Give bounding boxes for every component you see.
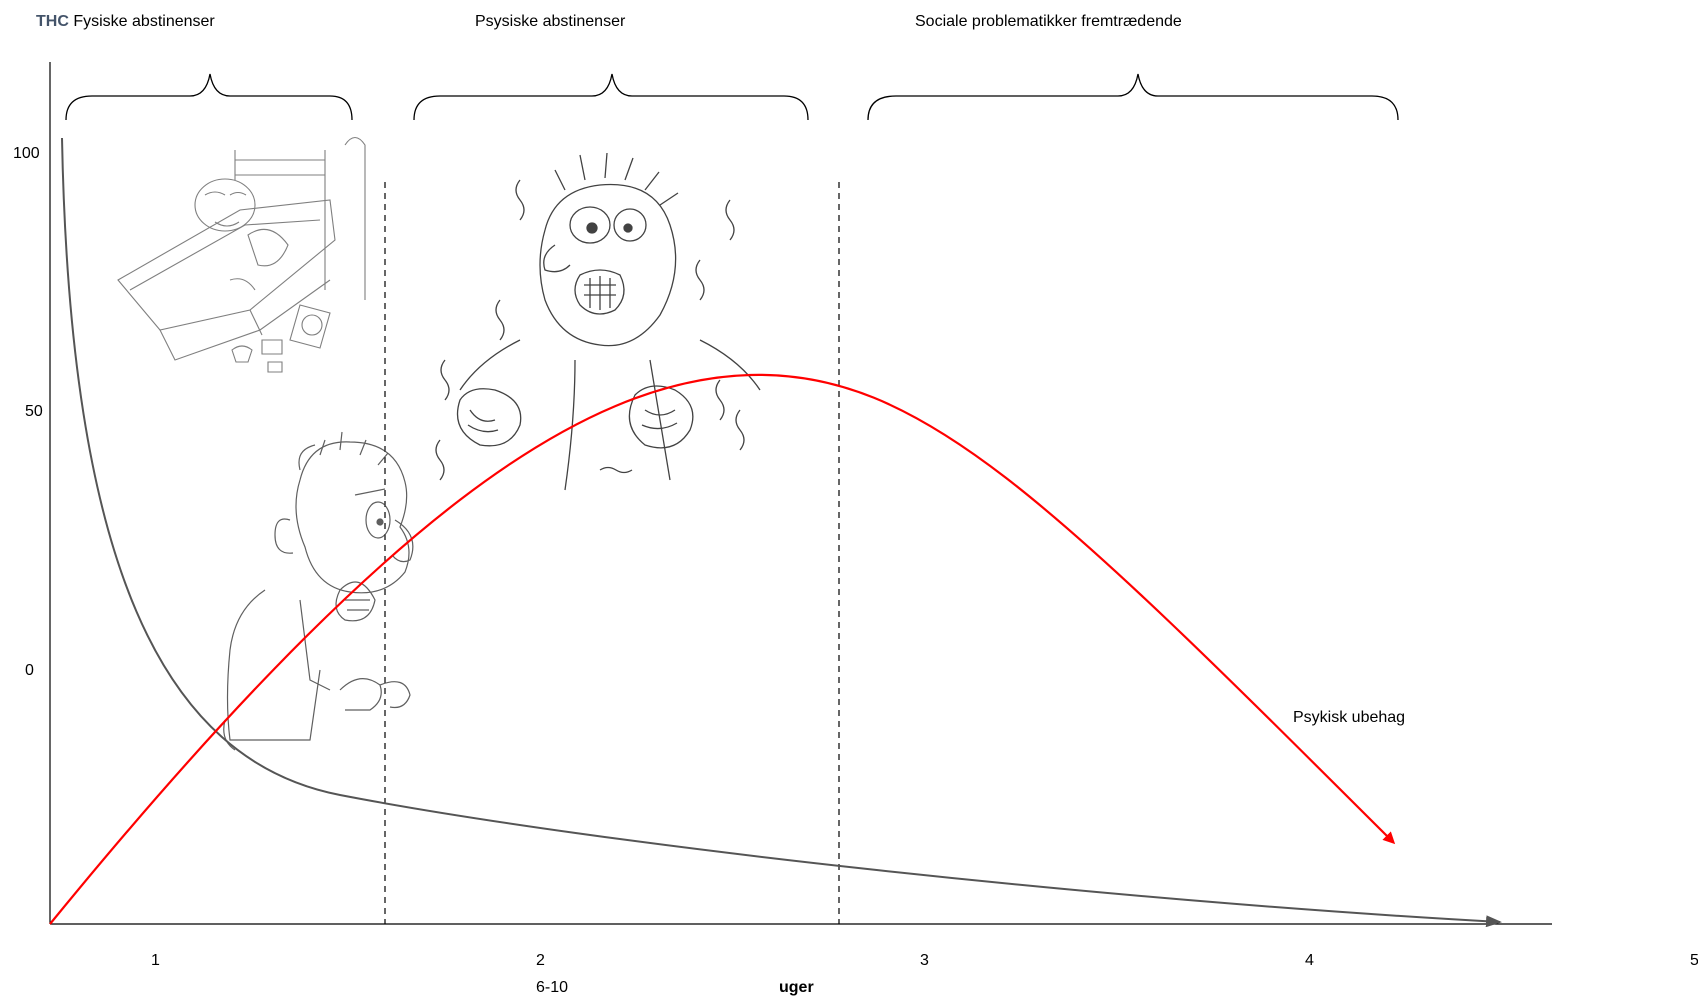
psychological-discomfort-curve xyxy=(49,373,1396,925)
physical-decay-curve xyxy=(61,137,1502,928)
phase-label-social: Sociale problematikker fremtrædende xyxy=(915,13,1182,30)
x-sub-label: 6-10 xyxy=(536,979,569,996)
brace-psychological xyxy=(413,73,809,121)
phase-label-psychological: Psysiske abstinenser xyxy=(475,13,626,30)
shaking-figure-illustration xyxy=(435,152,761,491)
red-curve-label: Psykisk ubehag xyxy=(1293,709,1406,726)
x-tick-3: 3 xyxy=(920,952,929,969)
brace-physical xyxy=(65,73,353,121)
header-labels: THC Fysiske abstinenser xyxy=(36,14,215,30)
x-tick-4: 4 xyxy=(1305,952,1314,969)
angry-man-illustration xyxy=(223,431,414,751)
sick-in-bed-illustration xyxy=(117,136,366,373)
brace-social xyxy=(867,73,1399,121)
x-tick-2: 2 xyxy=(536,952,545,969)
phase-label-physical: Fysiske abstinenser xyxy=(73,13,215,30)
thc-label: THC xyxy=(36,13,69,30)
y-tick-100: 100 xyxy=(13,145,40,162)
y-tick-0: 0 xyxy=(25,662,34,679)
x-tick-5: 5 xyxy=(1690,952,1698,969)
x-tick-1: 1 xyxy=(151,952,160,969)
x-axis-unit: uger xyxy=(779,979,814,996)
y-tick-50: 50 xyxy=(25,403,43,420)
